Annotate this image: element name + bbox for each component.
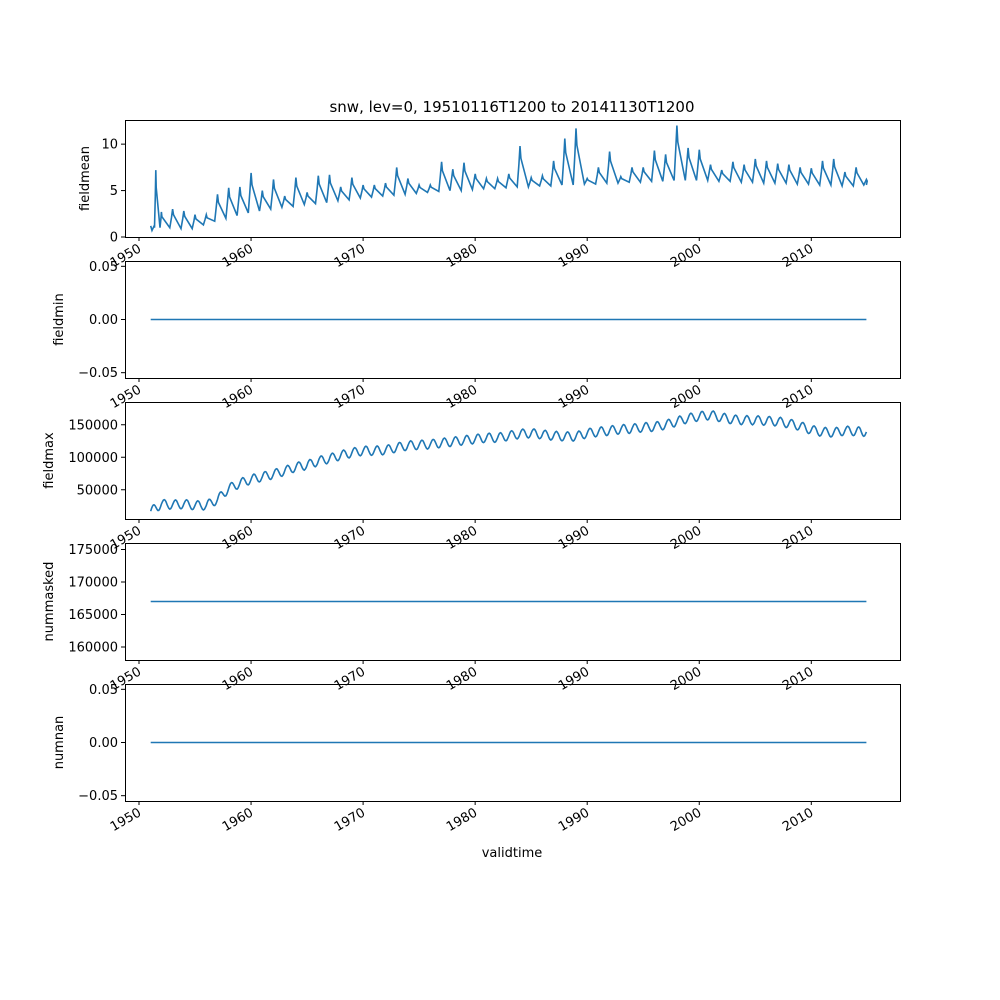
x-tick-label-fieldmax: 2010 xyxy=(780,523,816,553)
y-tick-label-fieldmean: 5 xyxy=(110,184,118,199)
y-axis-label-fieldmin: fieldmin xyxy=(52,293,67,346)
y-axis-label-nummasked: nummasked xyxy=(42,562,57,642)
axes-frame-fieldmax xyxy=(125,402,901,520)
y-tick-label-numnan: 0.00 xyxy=(89,736,118,751)
x-tick-label-nummasked: 1960 xyxy=(220,664,256,694)
x-tick-label-nummasked: 1980 xyxy=(444,664,480,694)
series-line-fieldmax xyxy=(149,410,868,512)
x-tick-label-fieldmean: 1960 xyxy=(220,241,256,271)
x-tick-label-fieldmin: 1990 xyxy=(556,382,592,412)
x-tick-label-fieldmin: 1980 xyxy=(444,382,480,412)
subplot-numnan: −0.05 0.00 0.05 1950 1960 1970 1980 1990 2000 201… xyxy=(52,683,901,835)
y-tick-label-fieldmax: 150000 xyxy=(68,418,118,433)
x-axis-label: validtime xyxy=(482,846,543,861)
figure-title: snw, lev=0, 19510116T1200 to 20141130T12… xyxy=(329,98,694,116)
x-tick-label-fieldmax: 1960 xyxy=(220,523,256,553)
x-tick-label-fieldmean: 2000 xyxy=(668,241,704,271)
x-tick-label-numnan: 1950 xyxy=(108,805,144,835)
x-tick-label-fieldmax: 1970 xyxy=(332,523,368,553)
x-tick-label-fieldmean: 1970 xyxy=(332,241,368,271)
x-tick-label-fieldmin: 1970 xyxy=(332,382,368,412)
x-tick-label-fieldmax: 1990 xyxy=(556,523,592,553)
y-axis-label-numnan: numnan xyxy=(52,716,67,770)
x-tick-label-nummasked: 1970 xyxy=(332,664,368,694)
y-tick-label-nummasked: 170000 xyxy=(68,576,118,591)
x-tick-label-fieldmin: 2000 xyxy=(668,382,704,412)
y-tick-label-nummasked: 175000 xyxy=(68,543,118,558)
x-tick-label-numnan: 1970 xyxy=(332,805,368,835)
y-tick-label-nummasked: 160000 xyxy=(68,641,118,656)
x-tick-label-nummasked: 2000 xyxy=(668,664,704,694)
y-axis-label-fieldmax: fieldmax xyxy=(42,432,57,489)
y-tick-label-fieldmax: 50000 xyxy=(77,483,118,498)
axes-frame-fieldmean xyxy=(125,120,901,238)
x-tick-label-numnan: 1980 xyxy=(444,805,480,835)
subplots: 0 5 10 1950 1960 1970 1980 1990 2000 2010 fieldmea… xyxy=(42,120,901,835)
axes-frame-nummasked xyxy=(125,543,901,661)
x-tick-label-fieldmax: 2000 xyxy=(668,523,704,553)
y-tick-label-fieldmean: 0 xyxy=(110,231,118,246)
x-tick-label-nummasked: 1990 xyxy=(556,664,592,694)
y-tick-label-nummasked: 165000 xyxy=(68,608,118,623)
y-tick-label-fieldmean: 10 xyxy=(101,138,118,153)
x-tick-label-numnan: 1960 xyxy=(220,805,256,835)
x-tick-label-nummasked: 2010 xyxy=(780,664,816,694)
y-axis-label-fieldmean: fieldmean xyxy=(78,146,93,211)
x-tick-label-numnan: 1990 xyxy=(556,805,592,835)
x-tick-label-fieldmax: 1980 xyxy=(444,523,480,553)
y-tick-label-fieldmin: 0.00 xyxy=(89,313,118,328)
y-tick-label-numnan: −0.05 xyxy=(78,789,118,804)
x-tick-label-fieldmin: 2010 xyxy=(780,382,816,412)
axes-frame-numnan xyxy=(125,684,901,802)
x-tick-label-numnan: 2000 xyxy=(668,805,704,835)
y-tick-label-fieldmin: 0.05 xyxy=(89,260,118,275)
y-tick-label-numnan: 0.05 xyxy=(89,683,118,698)
axes-frame-fieldmin xyxy=(125,261,901,379)
y-tick-label-fieldmax: 100000 xyxy=(68,451,118,466)
x-tick-label-numnan: 2010 xyxy=(780,805,816,835)
x-tick-label-fieldmean: 1990 xyxy=(556,241,592,271)
y-tick-label-fieldmin: −0.05 xyxy=(78,366,118,381)
x-tick-label-fieldmean: 1980 xyxy=(444,241,480,271)
series-line-fieldmean xyxy=(149,125,869,233)
x-tick-label-fieldmean: 2010 xyxy=(780,241,816,271)
x-tick-label-fieldmin: 1960 xyxy=(220,382,256,412)
